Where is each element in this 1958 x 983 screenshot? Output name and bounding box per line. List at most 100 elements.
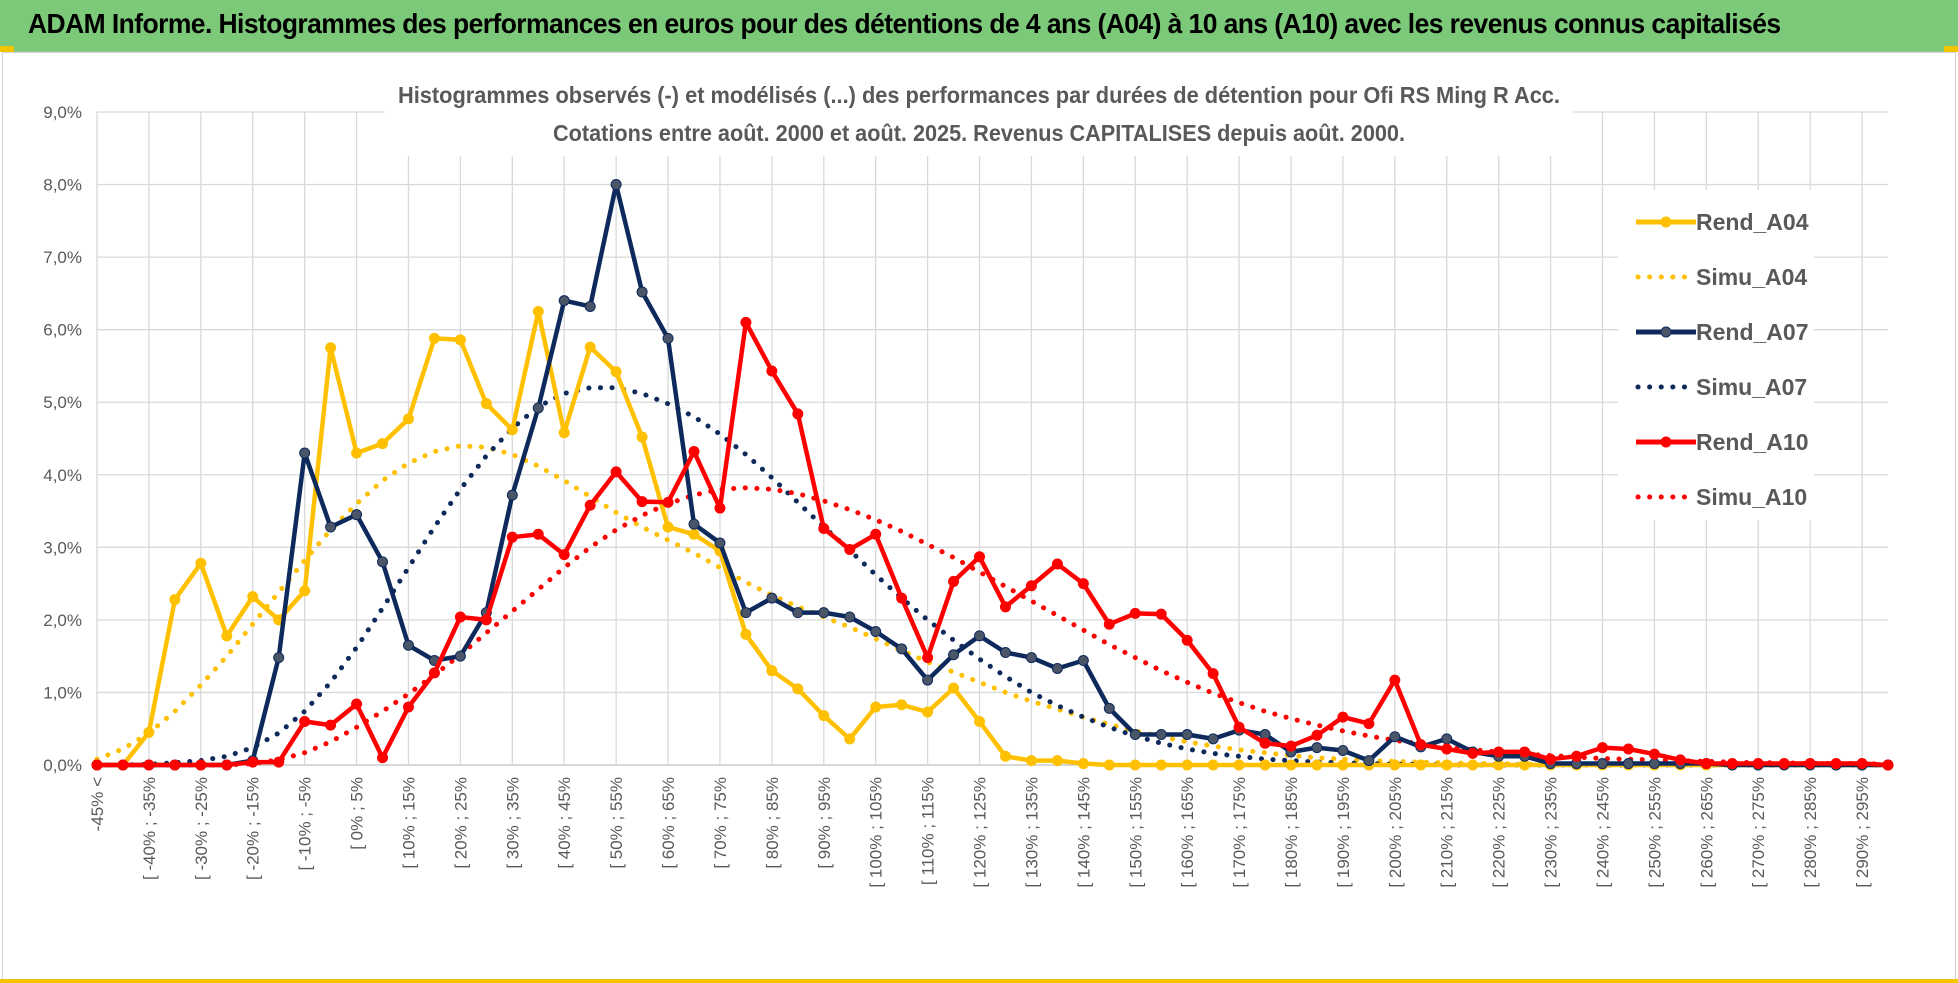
legend-item-Rend_A07: Rend_A07 (1636, 319, 1808, 345)
data-point (1337, 711, 1349, 723)
x-tick-label: [ 160% ; 165% (1178, 777, 1197, 888)
data-point (402, 701, 414, 713)
data-point (480, 614, 492, 626)
data-point (1051, 663, 1063, 675)
data-point (818, 710, 830, 722)
data-point (1674, 754, 1686, 766)
y-tick-label: 5,0% (43, 393, 82, 412)
data-point (273, 652, 285, 664)
data-point (974, 630, 986, 642)
data-point (792, 683, 804, 695)
x-tick-label: -45% < (88, 777, 107, 831)
data-point (1103, 618, 1115, 630)
data-point (454, 650, 466, 662)
legend: Rend_A04 Simu_A04 Rend_A07 Simu_A07 Rend_A10… (1618, 190, 1814, 520)
data-point (1337, 759, 1349, 771)
data-point (1181, 729, 1193, 741)
data-point (117, 759, 129, 771)
data-point (506, 489, 518, 501)
data-point (948, 682, 960, 694)
data-point (662, 496, 674, 508)
series-line (97, 182, 1888, 768)
y-tick-label: 9,0% (43, 103, 82, 122)
data-point (1441, 733, 1453, 745)
x-tick-label: [ 280% ; 285% (1801, 777, 1820, 888)
data-point (974, 715, 986, 727)
data-point (1648, 758, 1660, 770)
series-line (97, 320, 1889, 768)
data-point (766, 592, 778, 604)
chart-title-background (385, 76, 1573, 156)
data-point (1207, 668, 1219, 680)
data-point (1389, 731, 1401, 743)
data-point (948, 575, 960, 587)
data-point (532, 402, 544, 414)
data-point (1103, 702, 1115, 714)
data-point (1596, 758, 1608, 770)
data-point (532, 528, 544, 540)
data-point (1441, 759, 1453, 771)
report-title: ADAM Informe. Histogrammes des performan… (28, 8, 1781, 39)
data-point (584, 341, 596, 353)
data-point (922, 652, 934, 664)
legend-label: Rend_A07 (1696, 319, 1808, 345)
x-tick-label: [ 70% ; 75% (711, 777, 730, 869)
legend-item-Rend_A04: Rend_A04 (1636, 209, 1809, 235)
data-point (818, 607, 830, 619)
data-point (1493, 746, 1505, 758)
chart-subtitle: Cotations entre août. 2000 et août. 2025… (553, 120, 1405, 146)
x-tick-label: [ -40% ; -35% (140, 777, 159, 880)
x-tick-label: [ -20% ; -15% (244, 777, 263, 880)
data-point (351, 698, 363, 710)
data-point (896, 699, 908, 711)
data-point (1882, 759, 1894, 771)
data-point (999, 647, 1011, 659)
data-point (1285, 740, 1297, 752)
x-tick-label: [ 190% ; 195% (1334, 777, 1353, 888)
legend-item-Rend_A10: Rend_A10 (1636, 429, 1808, 455)
x-tick-label: [ 110% ; 115% (919, 777, 938, 885)
data-point (1285, 759, 1297, 771)
legend-marker (1660, 216, 1672, 228)
x-tick-label: [ 180% ; 185% (1282, 777, 1301, 888)
data-point (1103, 759, 1115, 771)
data-point (325, 521, 337, 533)
data-point (1441, 743, 1453, 755)
data-point (740, 628, 752, 640)
x-tick-label: [ 10% ; 15% (399, 777, 418, 869)
data-point (1259, 759, 1271, 771)
data-point (584, 300, 596, 312)
data-point (1077, 758, 1089, 770)
data-point (1830, 758, 1842, 770)
data-point (1077, 578, 1089, 590)
data-point (1337, 744, 1349, 756)
legend-label: Rend_A04 (1696, 209, 1809, 235)
data-point (610, 366, 622, 378)
data-point (351, 509, 363, 521)
data-point (740, 607, 752, 619)
y-tick-label: 2,0% (43, 611, 82, 630)
x-tick-label: [ 250% ; 255% (1645, 777, 1664, 888)
data-point (1804, 758, 1816, 770)
data-point (896, 592, 908, 604)
x-tick-label: [ 230% ; 235% (1542, 777, 1561, 888)
y-tick-label: 3,0% (43, 538, 82, 557)
data-point (844, 544, 856, 556)
data-point (792, 607, 804, 619)
data-point (143, 759, 155, 771)
legend-label: Simu_A10 (1696, 484, 1807, 510)
data-point (299, 715, 311, 727)
data-point (1155, 759, 1167, 771)
x-tick-label: [ 140% ; 145% (1074, 777, 1093, 888)
data-point (558, 427, 570, 439)
legend-item-Simu_A10: Simu_A10 (1635, 484, 1807, 510)
data-point (870, 625, 882, 637)
data-point (1415, 759, 1427, 771)
data-point (1129, 729, 1141, 741)
data-point (1025, 580, 1037, 592)
data-point (1778, 758, 1790, 770)
data-point (1467, 747, 1479, 759)
x-tick-label: [ 20% ; 25% (451, 777, 470, 869)
data-point (351, 447, 363, 459)
